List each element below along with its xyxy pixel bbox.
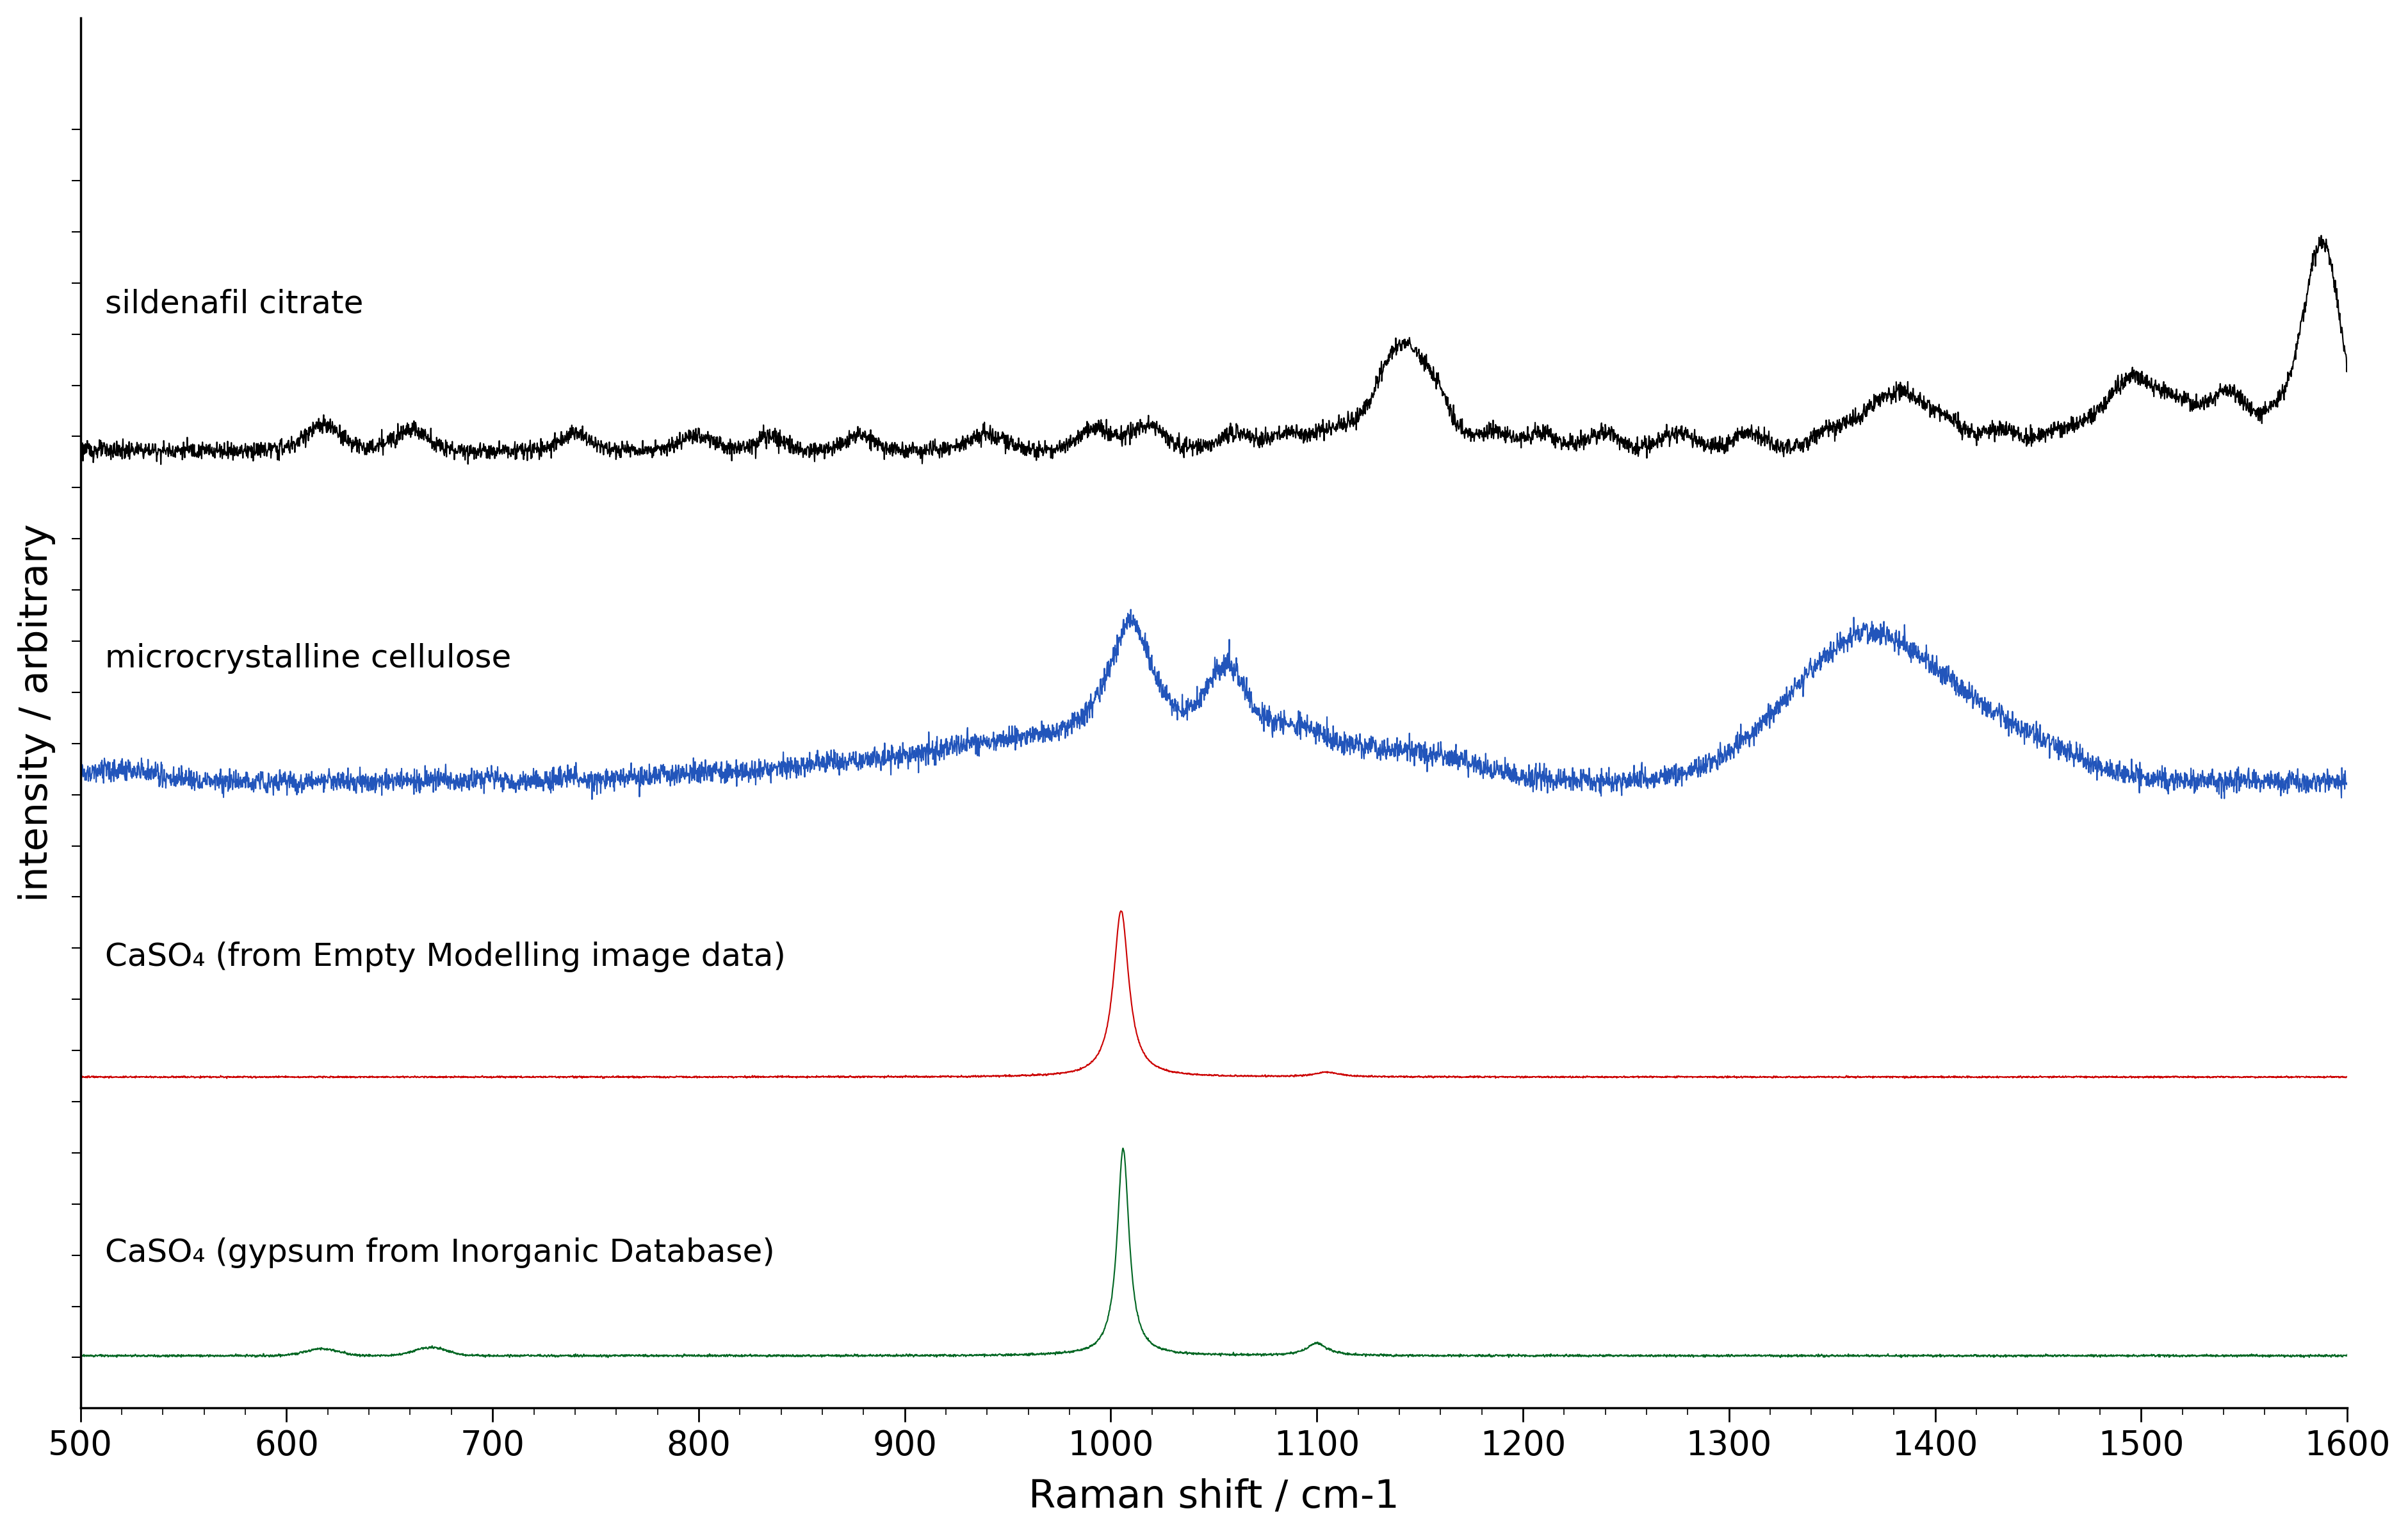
- Y-axis label: intensity / arbitrary: intensity / arbitrary: [17, 523, 55, 902]
- Text: CaSO₄ (from Empty Modelling image data): CaSO₄ (from Empty Modelling image data): [106, 942, 785, 973]
- Text: microcrystalline cellulose: microcrystalline cellulose: [106, 643, 510, 673]
- Text: CaSO₄ (gypsum from Inorganic Database): CaSO₄ (gypsum from Inorganic Database): [106, 1238, 775, 1269]
- X-axis label: Raman shift / cm-1: Raman shift / cm-1: [1028, 1479, 1399, 1516]
- Text: sildenafil citrate: sildenafil citrate: [106, 288, 364, 319]
